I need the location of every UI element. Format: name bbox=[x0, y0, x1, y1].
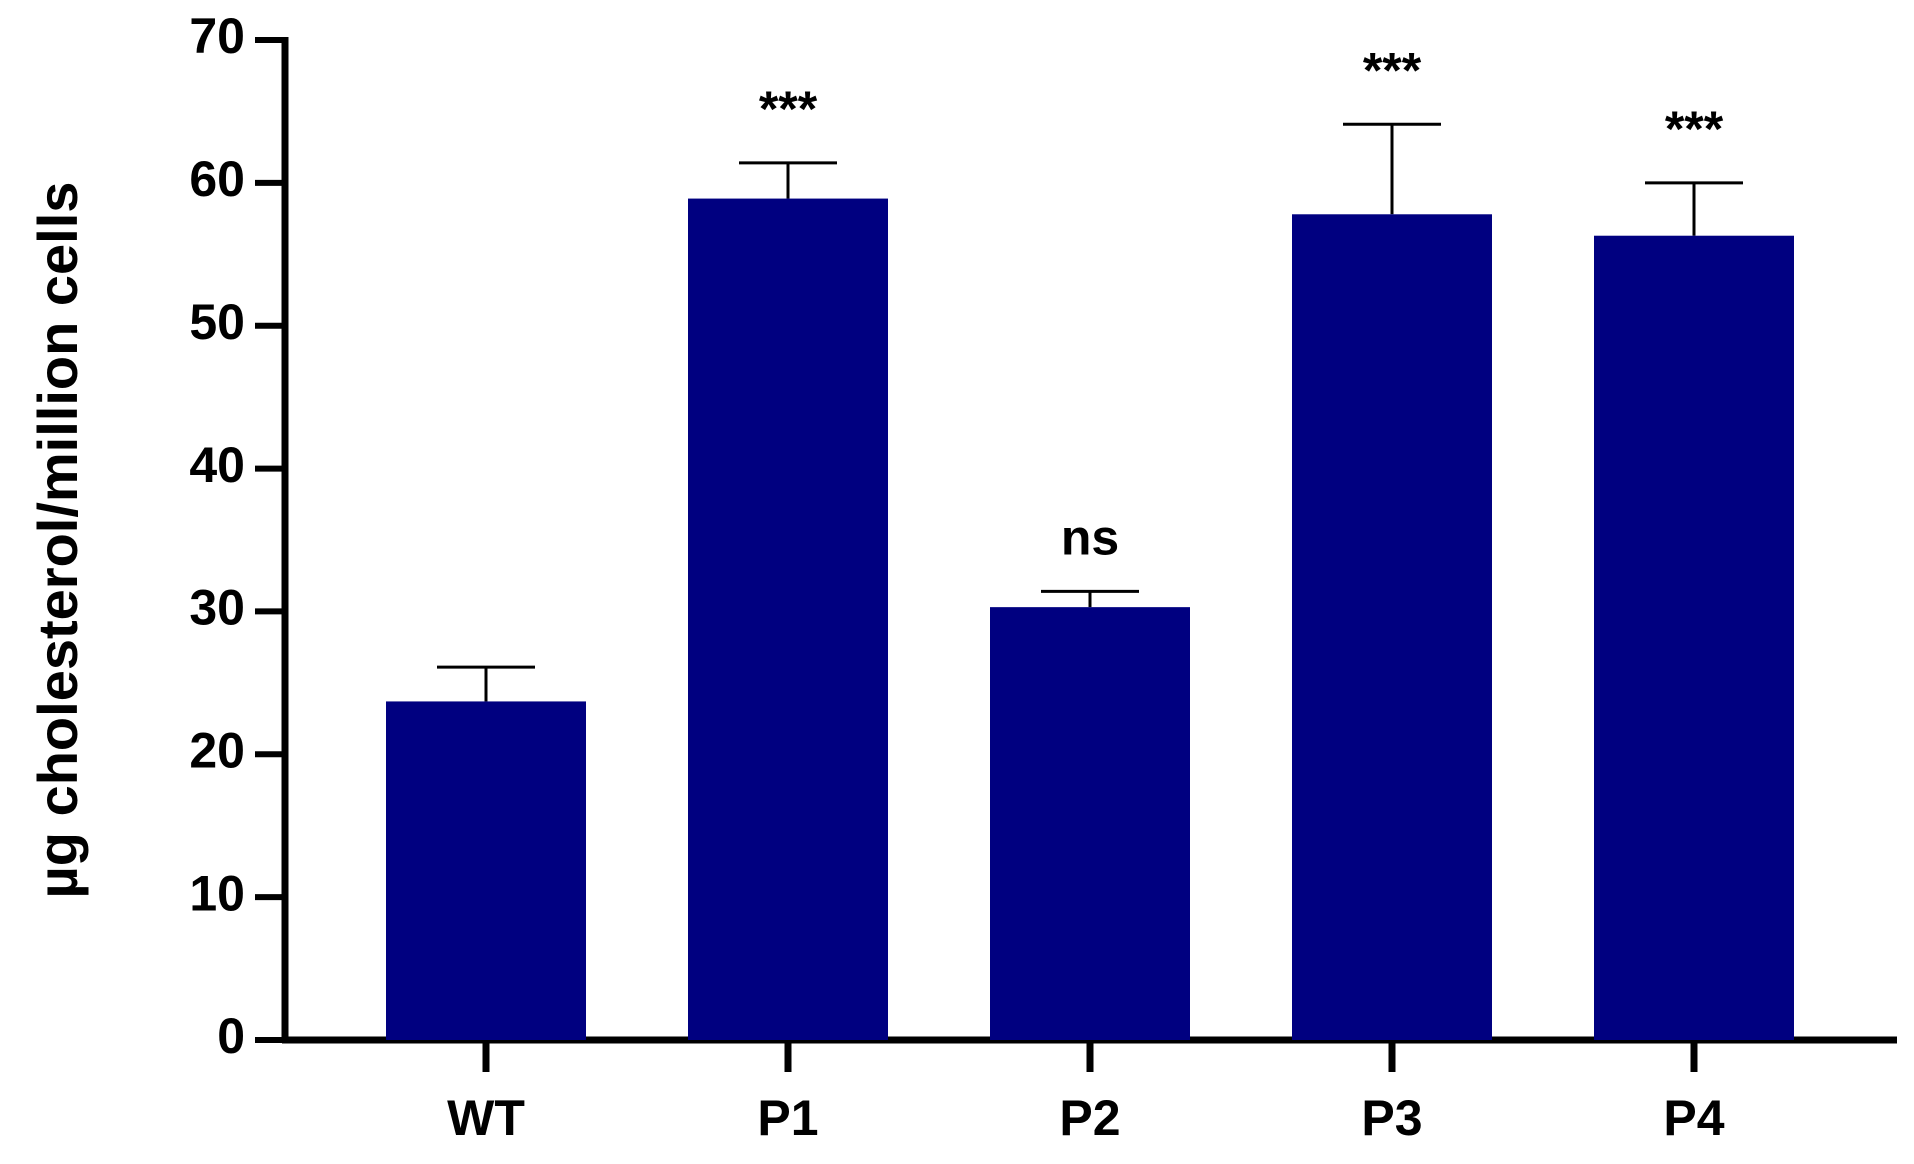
y-tick-label: 0 bbox=[217, 1008, 245, 1064]
y-tick-label: 50 bbox=[189, 294, 245, 350]
significance-label: *** bbox=[1363, 42, 1422, 98]
x-tick-label: P4 bbox=[1663, 1090, 1724, 1146]
bar bbox=[990, 607, 1190, 1040]
y-tick-label: 70 bbox=[189, 8, 245, 64]
x-tick-label: P2 bbox=[1059, 1090, 1120, 1146]
y-axis-label: µg cholesterol/million cells bbox=[26, 182, 89, 899]
y-tick-label: 20 bbox=[189, 722, 245, 778]
x-tick-label: P3 bbox=[1361, 1090, 1422, 1146]
y-tick-label: 40 bbox=[189, 437, 245, 493]
bar bbox=[688, 198, 888, 1041]
significance-label: *** bbox=[759, 81, 818, 137]
x-tick-label: WT bbox=[447, 1090, 525, 1146]
x-tick-label: P1 bbox=[757, 1090, 818, 1146]
y-tick-label: 10 bbox=[189, 865, 245, 921]
y-tick-label: 60 bbox=[189, 151, 245, 207]
bar bbox=[386, 701, 586, 1040]
y-tick-label: 30 bbox=[189, 580, 245, 636]
significance-label: ns bbox=[1061, 510, 1119, 566]
significance-label: *** bbox=[1665, 101, 1724, 157]
bar bbox=[1292, 214, 1492, 1041]
bar bbox=[1594, 235, 1794, 1040]
